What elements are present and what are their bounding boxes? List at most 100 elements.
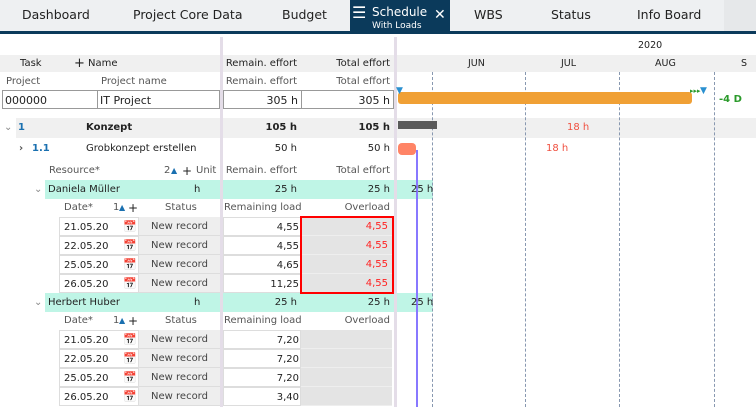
col-overload: Overload xyxy=(344,315,390,326)
remaining-load-cell[interactable]: 4,55 xyxy=(223,217,301,236)
project-name-field[interactable]: IT Project xyxy=(97,90,220,109)
project-id-field[interactable]: 000000 xyxy=(2,90,98,109)
resource-gantt-load: 25 h xyxy=(411,297,434,308)
col-resource[interactable]: Resource* xyxy=(49,165,100,176)
collapse-icon[interactable]: ⌄ xyxy=(4,122,13,133)
task-number: 1.1 xyxy=(32,143,50,154)
remaining-load-cell[interactable]: 7,20 xyxy=(223,330,301,349)
date-field[interactable]: 26.05.20 xyxy=(59,387,139,406)
header-band xyxy=(0,55,220,72)
month-label: AUG xyxy=(655,58,676,69)
calendar-icon[interactable]: 📅 xyxy=(123,220,137,233)
calendar-icon[interactable]: 📅 xyxy=(123,239,137,252)
column-divider[interactable] xyxy=(220,37,223,407)
resource-name[interactable]: Daniela Müller xyxy=(48,184,120,195)
task-remain: 105 h xyxy=(265,122,297,133)
overload-cell: 4,55 xyxy=(301,217,392,236)
task-bar[interactable] xyxy=(398,143,416,155)
calendar-icon[interactable]: 📅 xyxy=(123,333,137,346)
calendar-icon[interactable]: 📅 xyxy=(123,277,137,290)
gantt-splitter[interactable] xyxy=(394,37,397,407)
tab-budget[interactable]: Budget xyxy=(282,7,327,22)
status-cell: New record xyxy=(139,217,220,236)
remaining-load-cell[interactable]: 4,65 xyxy=(223,255,301,274)
resource-row-band xyxy=(45,180,220,199)
collapse-icon[interactable]: ⌄ xyxy=(34,297,43,308)
date-field[interactable]: 21.05.20 xyxy=(59,330,139,349)
header-band xyxy=(223,55,394,72)
project-remain-field[interactable]: 305 h xyxy=(223,90,302,109)
overload-cell xyxy=(301,368,392,387)
sort-indicator: 2 xyxy=(164,165,171,176)
summary-bar[interactable] xyxy=(398,121,437,129)
month-gridline xyxy=(525,72,526,407)
remaining-load-cell[interactable]: 11,25 xyxy=(223,274,301,293)
date-field[interactable]: 25.05.20 xyxy=(59,255,139,274)
month-gridline xyxy=(619,72,620,407)
tab-overflow xyxy=(724,0,756,31)
task-row-band xyxy=(223,118,394,138)
sort-indicator: 1 xyxy=(113,202,120,213)
date-field[interactable]: 25.05.20 xyxy=(59,368,139,387)
col-total: Total effort xyxy=(336,165,390,176)
task-row-band xyxy=(16,118,220,138)
tab-status[interactable]: Status xyxy=(551,7,591,22)
menu-icon[interactable]: ☰ xyxy=(352,3,367,22)
date-field[interactable]: 26.05.20 xyxy=(59,274,139,293)
tab-project-core-data[interactable]: Project Core Data xyxy=(133,7,243,22)
col-date[interactable]: Date* xyxy=(64,315,93,326)
resource-remain: 25 h xyxy=(274,184,297,195)
close-icon[interactable]: ✕ xyxy=(434,7,446,23)
project-total-field[interactable]: 305 h xyxy=(301,90,394,109)
add-column-button[interactable]: + xyxy=(74,56,85,71)
status-cell: New record xyxy=(139,387,220,406)
status-cell: New record xyxy=(139,330,220,349)
resource-unit: h xyxy=(194,297,201,308)
tab-schedule[interactable]: ☰ Schedule With Loads ✕ xyxy=(350,0,450,34)
project-delta: -4 D xyxy=(719,94,742,105)
calendar-icon[interactable]: 📅 xyxy=(123,352,137,365)
col-date[interactable]: Date* xyxy=(64,202,93,213)
remaining-load-cell[interactable]: 7,20 xyxy=(223,368,301,387)
col-remaining-load: Remaining load xyxy=(224,315,302,326)
month-gridline xyxy=(714,72,715,407)
resource-gantt-load: 25 h xyxy=(411,184,434,195)
label-remain: Remain. effort xyxy=(225,76,297,87)
month-label: S xyxy=(741,58,748,69)
remaining-load-cell[interactable]: 7,20 xyxy=(223,349,301,368)
month-label: JUL xyxy=(561,58,577,69)
remaining-load-cell[interactable]: 4,55 xyxy=(223,236,301,255)
tab-dashboard[interactable]: Dashboard xyxy=(22,7,90,22)
add-column-button[interactable]: + xyxy=(182,164,193,178)
overload-cell: 4,55 xyxy=(301,255,392,274)
resource-name[interactable]: Herbert Huber xyxy=(48,297,120,308)
sort-asc-icon: ▲ xyxy=(119,203,126,212)
calendar-icon[interactable]: 📅 xyxy=(123,371,137,384)
add-column-button[interactable]: + xyxy=(128,201,139,215)
date-field[interactable]: 21.05.20 xyxy=(59,217,139,236)
col-unit[interactable]: Unit xyxy=(196,165,217,176)
calendar-icon[interactable]: 📅 xyxy=(123,390,137,403)
col-name[interactable]: Name xyxy=(88,58,118,69)
collapse-icon[interactable]: ⌄ xyxy=(34,184,43,195)
month-gridline xyxy=(432,72,433,407)
resource-row-band xyxy=(223,180,394,199)
calendar-icon[interactable]: 📅 xyxy=(123,258,137,271)
tab-wbs[interactable]: WBS xyxy=(474,7,503,22)
col-remain[interactable]: Remain. effort xyxy=(225,58,297,69)
col-task[interactable]: Task xyxy=(20,58,42,69)
tab-schedule-label: Schedule xyxy=(372,5,428,19)
tab-info-board[interactable]: Info Board xyxy=(637,7,702,22)
project-bar[interactable] xyxy=(398,92,692,104)
expand-icon[interactable]: › xyxy=(19,143,24,154)
gantt-header-band xyxy=(397,55,756,72)
date-field[interactable]: 22.05.20 xyxy=(59,349,139,368)
status-cell: New record xyxy=(139,368,220,387)
col-remain: Remain. effort xyxy=(225,165,297,176)
remaining-load-cell[interactable]: 3,40 xyxy=(223,387,301,406)
task-total: 50 h xyxy=(367,143,390,154)
label-project-name: Project name xyxy=(101,76,167,87)
date-field[interactable]: 22.05.20 xyxy=(59,236,139,255)
col-total[interactable]: Total effort xyxy=(336,58,390,69)
add-column-button[interactable]: + xyxy=(128,314,139,328)
